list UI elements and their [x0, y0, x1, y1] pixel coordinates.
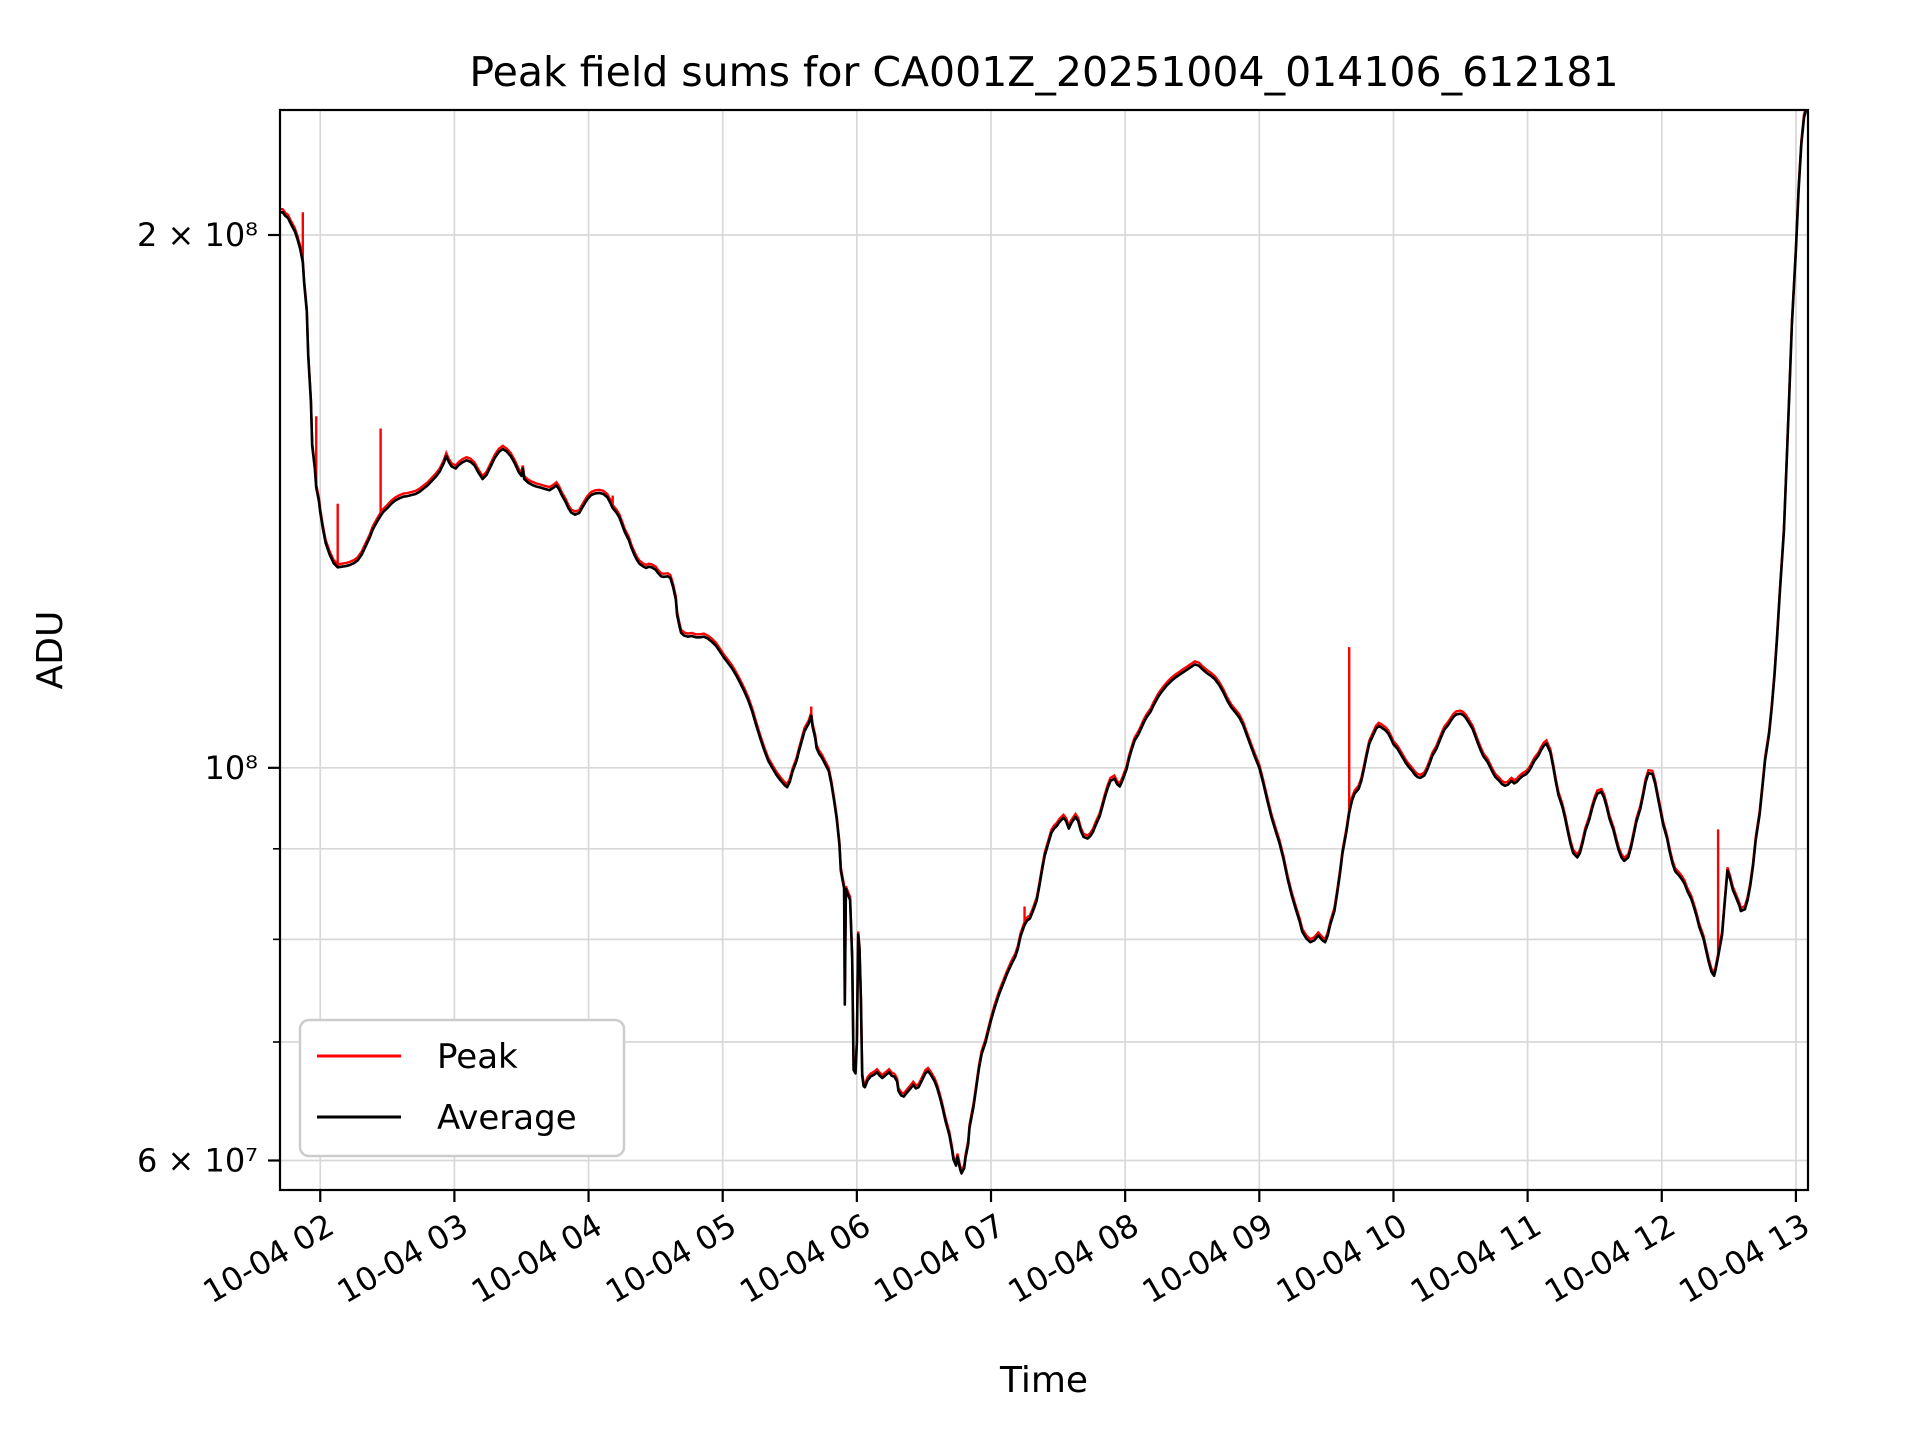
- legend: Peak Average: [298, 1018, 626, 1158]
- chart-title: Peak field sums for CA001Z_20251004_0141…: [469, 48, 1618, 96]
- y-tick-label: 10⁸: [204, 749, 258, 787]
- y-axis-label: ADU: [30, 611, 71, 690]
- gridlines: [280, 110, 1808, 1190]
- y-axis: 2 × 10⁸ 10⁸ 6 × 10⁷: [137, 216, 280, 1179]
- y-tick-label: 6 × 10⁷: [137, 1141, 258, 1179]
- axes-frame: [278, 108, 1810, 1192]
- legend-box: [298, 1018, 626, 1158]
- legend-label: Peak: [437, 1037, 518, 1077]
- legend-label: Average: [437, 1098, 577, 1138]
- x-axis-label: Time: [999, 1360, 1088, 1401]
- plot-area: [280, 110, 1808, 1175]
- y-tick-label: 2 × 10⁸: [137, 216, 258, 254]
- average-line: [280, 110, 1808, 1175]
